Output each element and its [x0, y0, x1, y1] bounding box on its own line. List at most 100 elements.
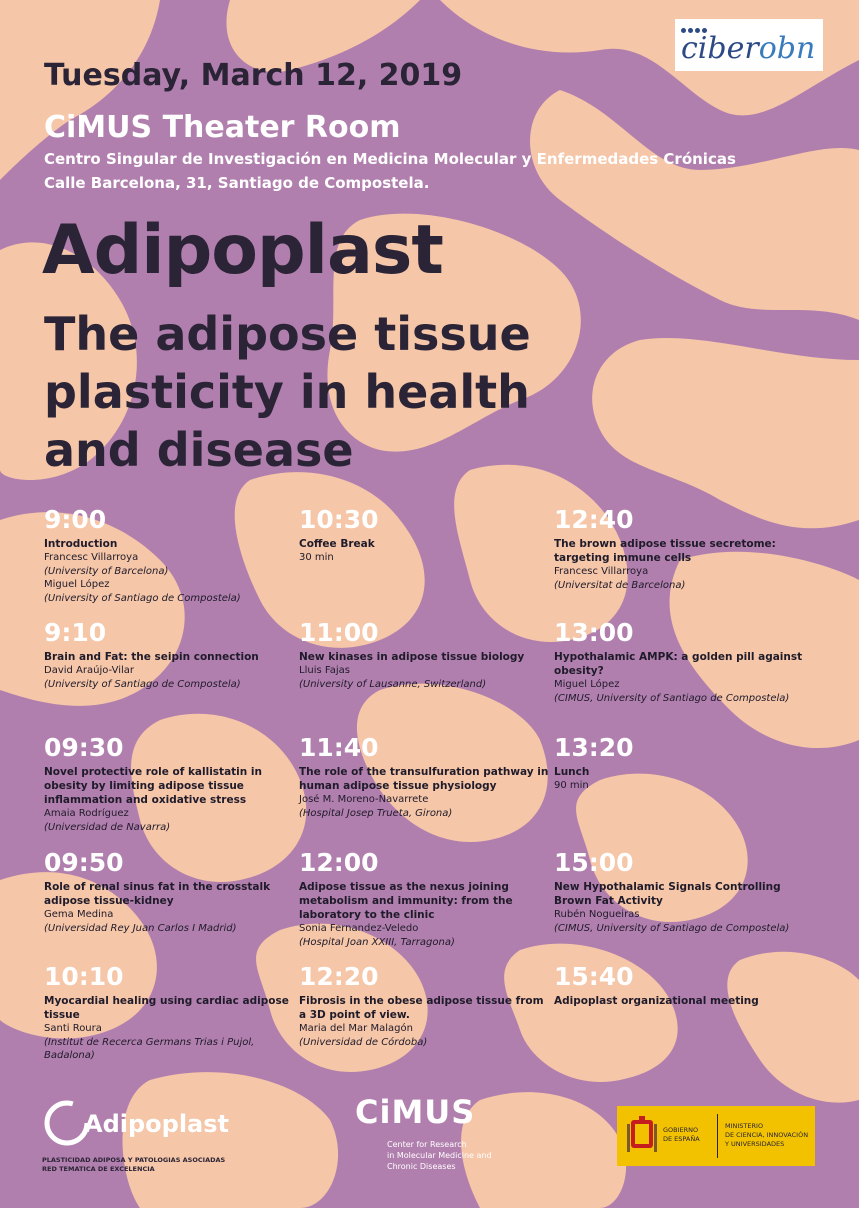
slot-time: 10:10 — [44, 962, 124, 991]
venue-name: CiMUS Theater Room — [44, 110, 401, 145]
slot-time: 12:40 — [554, 505, 634, 534]
schedule-slot: 12:00 Adipose tissue as the nexus joining… — [299, 848, 549, 949]
schedule-slot: 10:10 Myocardial healing using cardiac ad… — [44, 962, 294, 1063]
slot-affiliation: (University of Barcelona) — [44, 565, 169, 577]
slot-speaker: 30 min — [299, 552, 334, 563]
slot-time: 10:30 — [299, 505, 379, 534]
slot-speaker: David Araújo-Vilar — [44, 665, 134, 676]
schedule-slot: 10:30 Coffee Break 30 min — [299, 505, 549, 565]
slot-affiliation: (CIMUS, University of Santiago de Compos… — [554, 692, 790, 704]
gov-line2: DE ESPAÑA — [663, 1135, 700, 1143]
slot-affiliation: (Universidad de Navarra) — [44, 821, 171, 833]
schedule-slot: 9:00 Introduction Francesc Villarroya (Univ… — [44, 505, 294, 605]
slot-time: 09:30 — [44, 733, 124, 762]
slot-title: Coffee Break — [299, 538, 375, 550]
slot-time: 9:10 — [44, 618, 107, 647]
slot-speaker: Rubén Nogueiras — [554, 909, 640, 920]
event-subtitle: The adipose tissue plasticity in health … — [44, 307, 531, 477]
cimus-line3: Chronic Diseases — [387, 1162, 456, 1171]
slot-speaker: Miguel López — [554, 679, 620, 690]
cimus-logo: CiMUS Center for Research in Molecular M… — [355, 1093, 505, 1183]
government-logo: GOBIERNO DE ESPAÑA MINISTERIO DE CIENCIA… — [617, 1106, 815, 1166]
slot-speaker: Miguel López — [44, 579, 110, 590]
ministry-line1: MINISTERIO — [725, 1122, 764, 1130]
schedule-slot: 11:40 The role of the transulfuration pat… — [299, 733, 549, 820]
coat-of-arms-icon — [627, 1116, 657, 1152]
slot-title: Lunch — [554, 766, 590, 778]
slot-speaker: José M. Moreno-Navarrete — [299, 794, 429, 805]
schedule-slot: 9:10 Brain and Fat: the seipin connection… — [44, 618, 294, 691]
slot-affiliation: (Universitat de Barcelona) — [554, 579, 686, 591]
slot-time: 11:40 — [299, 733, 379, 762]
venue-address-line1: Centro Singular de Investigación en Medi… — [44, 150, 736, 168]
slot-affiliation: (CIMUS, University of Santiago de Compos… — [554, 922, 790, 934]
schedule-slot: 09:30 Novel protective role of kallistati… — [44, 733, 294, 834]
slot-speaker: Francesc Villarroya — [554, 566, 649, 577]
slot-title: Myocardial healing using cardiac adipose… — [44, 995, 289, 1021]
adipoplast-ring-icon — [44, 1100, 90, 1146]
slot-title: Adipoplast organizational meeting — [554, 995, 759, 1007]
slot-time: 15:40 — [554, 962, 634, 991]
schedule-slot: 15:00 New Hypothalamic Signals Controllin… — [554, 848, 804, 935]
slot-title: Role of renal sinus fat in the crosstalk… — [44, 881, 271, 907]
ciber-logo-suffix: obn — [758, 31, 816, 66]
slot-title: Brain and Fat: the seipin connection — [44, 651, 259, 663]
adipoplast-tagline1: PLASTICIDAD ADIPOSA Y PATOLOGIAS ASOCIAD… — [42, 1156, 226, 1164]
slot-title: New kinases in adipose tissue biology — [299, 651, 525, 663]
slot-affiliation: (Universidad Rey Juan Carlos I Madrid) — [44, 922, 237, 934]
schedule-slot: 11:00 New kinases in adipose tissue biolo… — [299, 618, 549, 691]
slot-time: 12:20 — [299, 962, 379, 991]
slot-speaker: Santi Roura — [44, 1023, 102, 1034]
ciber-logo-prefix: ciber — [681, 31, 759, 66]
gov-line1: GOBIERNO — [663, 1126, 699, 1134]
slot-title: Hypothalamic AMPK: a golden pill against… — [554, 651, 803, 677]
ministry-line3: Y UNIVERSIDADES — [725, 1140, 785, 1148]
slot-speaker: Lluis Fajas — [299, 665, 350, 676]
slot-affiliation: (Hospital Josep Trueta, Girona) — [299, 807, 453, 819]
slot-title: New Hypothalamic Signals Controlling Bro… — [554, 881, 781, 907]
slot-title: Fibrosis in the obese adipose tissue fro… — [299, 995, 544, 1021]
slot-affiliation: (University of Santiago de Compostela) — [44, 592, 241, 604]
schedule-slot: 12:40 The brown adipose tissue secretome:… — [554, 505, 804, 592]
slot-title: The brown adipose tissue secretome: targ… — [554, 538, 776, 564]
slot-speaker: Maria del Mar Malagón — [299, 1023, 413, 1034]
slot-speaker: Gema Medina — [44, 909, 114, 920]
schedule-slot: 15:40 Adipoplast organizational meeting — [554, 962, 804, 1008]
schedule-slot: 12:20 Fibrosis in the obese adipose tissu… — [299, 962, 549, 1049]
logo-divider — [717, 1114, 718, 1158]
slot-time: 09:50 — [44, 848, 124, 877]
slot-time: 11:00 — [299, 618, 379, 647]
slot-title: Adipose tissue as the nexus joining meta… — [299, 881, 513, 921]
slot-affiliation: (University of Lausanne, Switzerland) — [299, 678, 487, 690]
event-title: Adipoplast — [42, 211, 444, 290]
slot-title: Novel protective role of kallistatin in … — [44, 766, 262, 806]
ciber-dots-icon — [681, 28, 707, 33]
schedule-slot: 09:50 Role of renal sinus fat in the cros… — [44, 848, 294, 935]
slot-title: Introduction — [44, 538, 118, 550]
event-date: Tuesday, March 12, 2019 — [44, 58, 463, 93]
slot-title: The role of the transulfuration pathway … — [299, 766, 549, 792]
slot-speaker: Francesc Villarroya — [44, 552, 139, 563]
schedule-slot: 13:00 Hypothalamic AMPK: a golden pill ag… — [554, 618, 804, 705]
cimus-line2: in Molecular Medicine and — [387, 1151, 492, 1160]
slot-affiliation: (Institut de Recerca Germans Trias i Puj… — [44, 1036, 255, 1062]
slot-time: 13:00 — [554, 618, 634, 647]
slot-speaker: Sonia Fernandez-Veledo — [299, 923, 419, 934]
slot-affiliation: (Universidad de Córdoba) — [299, 1036, 428, 1048]
adipoplast-logo: Adipoplast PLASTICIDAD ADIPOSA Y PATOLOG… — [42, 1098, 262, 1178]
adipoplast-tagline2: RED TEMATICA DE EXCELENCIA — [42, 1165, 155, 1173]
slot-time: 12:00 — [299, 848, 379, 877]
slot-speaker: Amaia Rodríguez — [44, 808, 129, 819]
slot-time: 9:00 — [44, 505, 107, 534]
adipoplast-name: Adipoplast — [84, 1110, 230, 1138]
slot-time: 15:00 — [554, 848, 634, 877]
slot-speaker: 90 min — [554, 780, 589, 791]
slot-affiliation: (Hospital Joan XXIII, Tarragona) — [299, 936, 455, 948]
ciberobn-logo: ciberobn — [675, 19, 823, 71]
venue-address-line2: Calle Barcelona, 31, Santiago de Compost… — [44, 174, 430, 192]
cimus-line1: Center for Research — [387, 1140, 467, 1149]
slot-affiliation: (University of Santiago de Compostela) — [44, 678, 241, 690]
schedule-slot: 13:20 Lunch 90 min — [554, 733, 804, 793]
ministry-line2: DE CIENCIA, INNOVACIÓN — [725, 1131, 809, 1139]
